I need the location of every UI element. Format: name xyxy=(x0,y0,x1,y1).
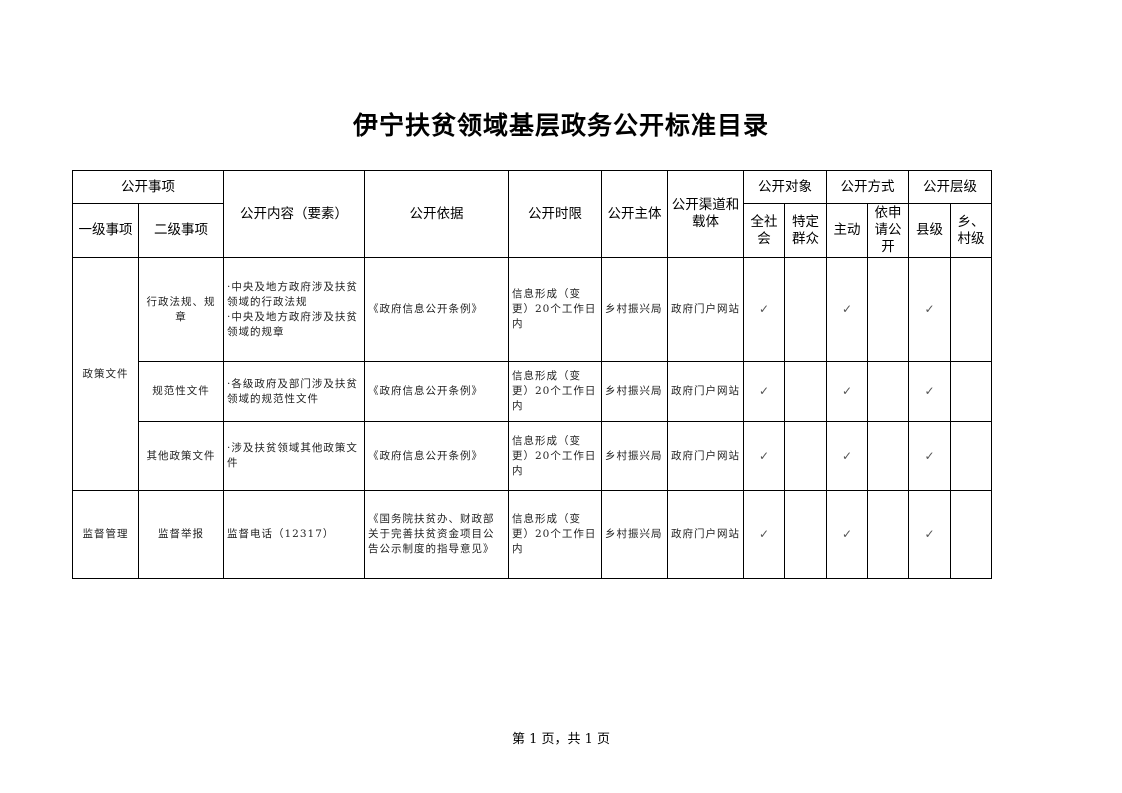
on-request-check-cell xyxy=(867,361,909,422)
on-request-check-cell xyxy=(867,490,909,579)
specific-groups-check-cell xyxy=(784,257,827,362)
proactive-check-cell: ✓ xyxy=(826,421,868,491)
basis-cell: 《政府信息公开条例》 xyxy=(364,361,509,422)
check-icon: ✓ xyxy=(758,448,770,463)
header-level1: 一级事项 xyxy=(72,203,139,258)
whole-society-check-cell: ✓ xyxy=(743,490,785,579)
township-village-check-cell xyxy=(950,421,992,491)
content-cell: 监督电话（12317） xyxy=(223,490,365,579)
time-limit-cell: 信息形成（变更）20个工作日内 xyxy=(508,421,602,491)
page-footer: 第 1 页，共 1 页 xyxy=(511,732,611,747)
proactive-check-cell: ✓ xyxy=(826,490,868,579)
whole-society-check-cell: ✓ xyxy=(743,361,785,422)
level2-cell: 行政法规、规章 xyxy=(138,257,224,362)
county-check-cell: ✓ xyxy=(908,421,951,491)
check-icon: ✓ xyxy=(841,302,853,316)
header-specific-groups: 特定群众 xyxy=(784,203,827,258)
time-limit-cell: 信息形成（变更）20个工作日内 xyxy=(508,490,602,579)
channel-cell: 政府门户网站 xyxy=(667,361,744,422)
header-gongkai-shixiang: 公开事项 xyxy=(72,170,224,204)
basis-cell: 《政府信息公开条例》 xyxy=(364,257,509,362)
county-check-cell: ✓ xyxy=(908,361,951,422)
check-icon: ✓ xyxy=(758,302,770,316)
catalog-table: 公开事项 公开内容（要素） 公开依据 公开时限 公开主体 公开渠道和载体 公开对… xyxy=(72,170,992,579)
header-basis: 公开依据 xyxy=(364,170,509,258)
check-icon: ✓ xyxy=(841,527,853,541)
header-township-village: 乡、村级 xyxy=(950,203,992,258)
county-check-cell: ✓ xyxy=(908,490,951,579)
level1-cell: 政策文件 xyxy=(72,257,139,491)
header-level2: 二级事项 xyxy=(138,203,224,258)
on-request-check-cell xyxy=(867,257,909,362)
proactive-check-cell: ✓ xyxy=(826,257,868,362)
subject-cell: 乡村振兴局 xyxy=(601,361,668,422)
check-icon: ✓ xyxy=(758,527,770,541)
header-whole-society: 全社会 xyxy=(743,203,785,258)
township-village-check-cell xyxy=(950,490,992,579)
header-on-request: 依申请公开 xyxy=(867,203,909,258)
header-county: 县级 xyxy=(908,203,951,258)
header-proactive: 主动 xyxy=(826,203,868,258)
basis-cell: 《国务院扶贫办、财政部关于完善扶贫资金项目公告公示制度的指导意见》 xyxy=(364,490,509,579)
level1-cell: 监督管理 xyxy=(72,490,139,579)
check-icon: ✓ xyxy=(841,448,853,463)
page-title: 伊宁扶贫领域基层政务公开标准目录 xyxy=(352,111,769,140)
check-icon: ✓ xyxy=(924,384,935,398)
whole-society-check-cell: ✓ xyxy=(743,257,785,362)
header-subject: 公开主体 xyxy=(601,170,668,258)
whole-society-check-cell: ✓ xyxy=(743,421,785,491)
check-icon: ✓ xyxy=(758,384,770,398)
specific-groups-check-cell xyxy=(784,490,827,579)
check-icon: ✓ xyxy=(841,384,853,398)
level2-cell: 规范性文件 xyxy=(138,361,224,422)
proactive-check-cell: ✓ xyxy=(826,361,868,422)
subject-cell: 乡村振兴局 xyxy=(601,421,668,491)
specific-groups-check-cell xyxy=(784,361,827,422)
check-icon: ✓ xyxy=(924,448,935,463)
table-row: 其他政策文件 ·涉及扶贫领域其他政策文件 《政府信息公开条例》 信息形成（变更）20个… xyxy=(73,421,992,491)
table-row: 规范性文件 ·各级政府及部门涉及扶贫领域的规范性文件 《政府信息公开条例》 信息形成（… xyxy=(73,361,992,422)
header-time-limit: 公开时限 xyxy=(508,170,602,258)
header-target: 公开对象 xyxy=(743,170,827,204)
subject-cell: 乡村振兴局 xyxy=(601,257,668,362)
township-village-check-cell xyxy=(950,257,992,362)
header-method: 公开方式 xyxy=(826,170,909,204)
table-row: 监督管理 监督举报 监督电话（12317） 《国务院扶贫办、财政部关于完善扶贫资金项目… xyxy=(72,490,992,579)
check-icon: ✓ xyxy=(924,527,935,541)
township-village-check-cell xyxy=(950,361,992,422)
level2-cell: 其他政策文件 xyxy=(138,421,224,491)
channel-cell: 政府门户网站 xyxy=(667,421,744,491)
check-icon: ✓ xyxy=(924,302,935,316)
subject-cell: 乡村振兴局 xyxy=(601,490,668,579)
time-limit-cell: 信息形成（变更）20个工作日内 xyxy=(508,257,602,362)
channel-cell: 政府门户网站 xyxy=(667,257,744,362)
specific-groups-check-cell xyxy=(784,421,827,491)
table-row: 政策文件 行政法规、规章 ·中央及地方政府涉及扶贫领域的行政法规 ·中央及地方政府涉… xyxy=(72,257,992,491)
channel-cell: 政府门户网站 xyxy=(667,490,744,579)
time-limit-cell: 信息形成（变更）20个工作日内 xyxy=(508,361,602,422)
header-content: 公开内容（要素） xyxy=(223,170,365,258)
header-channel: 公开渠道和载体 xyxy=(667,170,744,258)
on-request-check-cell xyxy=(867,421,909,491)
content-cell: ·涉及扶贫领域其他政策文件 xyxy=(223,421,365,491)
content-cell: ·中央及地方政府涉及扶贫领域的行政法规 ·中央及地方政府涉及扶贫领域的规章 xyxy=(223,257,365,362)
content-cell: ·各级政府及部门涉及扶贫领域的规范性文件 xyxy=(223,361,365,422)
basis-cell: 《政府信息公开条例》 xyxy=(364,421,509,491)
header-level: 公开层级 xyxy=(908,170,992,204)
level2-cell: 监督举报 xyxy=(138,490,224,579)
county-check-cell: ✓ xyxy=(908,257,951,362)
